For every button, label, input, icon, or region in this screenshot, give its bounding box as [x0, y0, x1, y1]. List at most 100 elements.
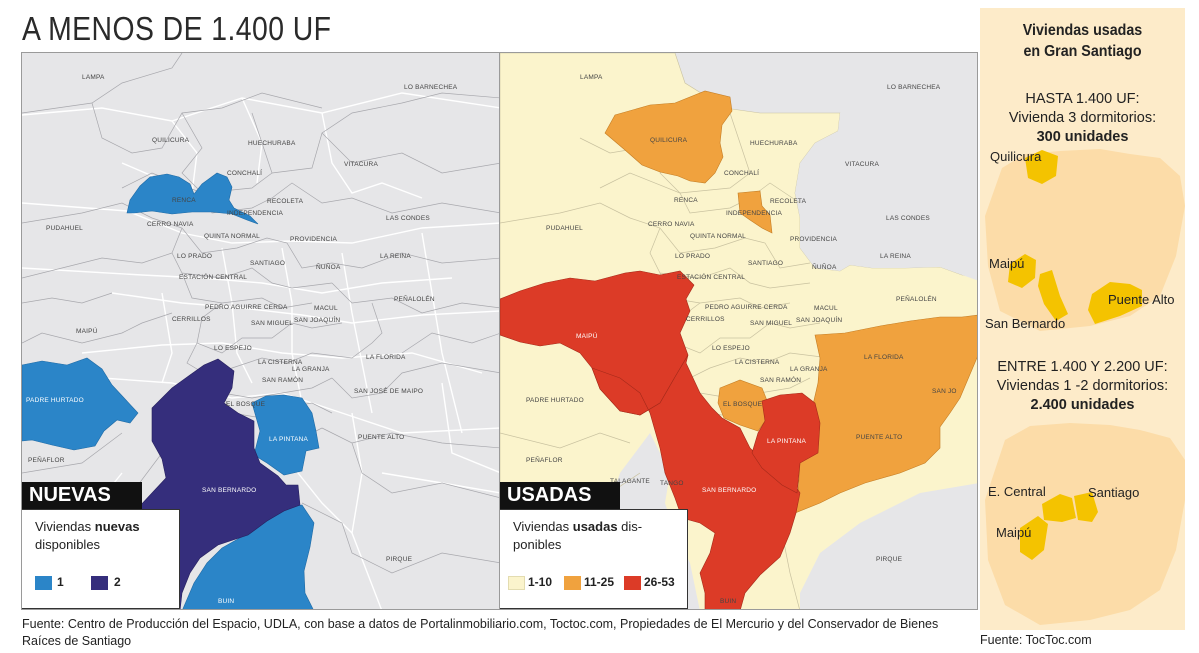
commune-label: CERRO NAVIA: [648, 221, 695, 228]
mini-map-label: Quilicura: [990, 149, 1042, 164]
legend-swatch-1-10: [508, 576, 525, 590]
legend-swatch-11-25: [564, 576, 581, 590]
commune-label: QUINTA NORMAL: [204, 233, 260, 240]
commune-label: LA PINTANA: [767, 438, 807, 445]
commune-label: LA GRANJA: [292, 366, 330, 373]
commune-label: LA REINA: [380, 253, 411, 260]
commune-label: HUECHURABA: [248, 140, 296, 147]
commune-label: TANGO: [660, 480, 684, 487]
commune-label: PEÑAFLOR: [28, 455, 65, 464]
commune-label: QUILICURA: [152, 137, 190, 144]
commune-label: LAMPA: [580, 74, 603, 81]
mini-map-label: Maipú: [996, 525, 1032, 540]
commune-label: LAMPA: [82, 74, 105, 81]
commune-label: LO PRADO: [177, 253, 212, 260]
commune-label: SAN JOSÉ DE MAIPO: [354, 386, 423, 395]
commune-label: SAN JOAQUÍN: [294, 315, 340, 324]
commune-label: VITACURA: [845, 161, 879, 168]
commune-label: HUECHURABA: [750, 140, 798, 147]
commune-label: CERRILLOS: [172, 316, 211, 323]
map-new-housing: LAMPA LO BARNECHEA QUILICURA HUECHURABA …: [21, 52, 500, 610]
commune-label: EL BOSQUE: [226, 401, 266, 408]
legend-label-2: 2: [114, 575, 121, 589]
commune-label: SAN RAMÓN: [262, 375, 303, 384]
commune-label: PEÑAFLOR: [526, 455, 563, 464]
commune-label: CONCHALÍ: [227, 168, 262, 177]
mini-map-label: San Bernardo: [985, 316, 1066, 331]
commune-label: INDEPENDENCIA: [726, 210, 783, 217]
commune-label: ÑUÑOA: [812, 262, 837, 271]
commune-label: LO PRADO: [675, 253, 710, 260]
map-used-housing: LAMPA LO BARNECHEA QUILICURA HUECHURABA …: [499, 52, 978, 610]
source-note: Fuente: Centro de Producción del Espacio…: [22, 617, 939, 648]
commune-label: RENCA: [172, 197, 196, 204]
mini-map-2: E. Central Santiago Maipú: [980, 420, 1185, 625]
commune-label: LAS CONDES: [886, 215, 930, 222]
commune-label: BUIN: [218, 598, 234, 605]
commune-label: EL BOSQUE: [723, 401, 763, 408]
legend-label-1-10: 1-10: [528, 575, 553, 589]
commune-label: RECOLETA: [770, 198, 807, 205]
commune-label: MACUL: [314, 305, 338, 312]
commune-label: LO ESPEJO: [214, 345, 252, 352]
commune-label: SANTIAGO: [250, 260, 285, 267]
commune-label: SANTIAGO: [748, 260, 783, 267]
commune-label: LA PINTANA: [269, 436, 309, 443]
commune-label: PIRQUE: [386, 556, 413, 563]
mini-map-1-svg: [985, 149, 1185, 331]
commune-label: PEÑALOLÉN: [896, 294, 937, 303]
mini-map-label: Puente Alto: [1108, 292, 1175, 307]
commune-label: ESTACIÓN CENTRAL: [179, 272, 247, 281]
commune-label: LA FLORIDA: [864, 354, 904, 361]
commune-label: CONCHALÍ: [724, 168, 759, 177]
commune-label: PUDAHUEL: [546, 225, 583, 232]
commune-label: SAN MIGUEL: [251, 320, 293, 327]
commune-label: PADRE HURTADO: [526, 397, 584, 404]
commune-label: PADRE HURTADO: [26, 397, 84, 404]
commune-label: QUINTA NORMAL: [690, 233, 746, 240]
legend-label-1: 1: [57, 575, 64, 589]
sidebar-source: Fuente: TocToc.com: [980, 633, 1092, 647]
commune-label: MAIPÚ: [576, 331, 598, 340]
commune-label: LO BARNECHEA: [887, 84, 941, 91]
commune-label: MACUL: [814, 305, 838, 312]
commune-label: CERRO NAVIA: [147, 221, 194, 228]
nuevas-tag: NUEVAS: [22, 482, 142, 509]
commune-label: PIRQUE: [876, 556, 903, 563]
page-title: A MENOS DE 1.400 UF: [22, 10, 332, 47]
commune-label: LA CISTERNA: [258, 359, 303, 366]
usadas-tag: USADAS: [500, 482, 620, 509]
commune-label: RECOLETA: [267, 198, 304, 205]
commune-label: CERRILLOS: [686, 316, 725, 323]
legend-label-11-25: 11-25: [584, 575, 615, 589]
legend-used-housing: Viviendas usadas dis-ponibles 1-10 11-25…: [500, 509, 688, 609]
commune-label: PROVIDENCIA: [290, 236, 337, 243]
commune-label: SAN JOAQUÍN: [796, 315, 842, 324]
commune-label: PEDRO AGUIRRE CERDA: [705, 304, 788, 311]
commune-label: RENCA: [674, 197, 698, 204]
commune-label: PEDRO AGUIRRE CERDA: [205, 304, 288, 311]
mini-map-1: Quilicura Maipú San Bernardo Puente Alto: [980, 146, 1185, 341]
commune-label: LO BARNECHEA: [404, 84, 458, 91]
commune-label: LA GRANJA: [790, 366, 828, 373]
commune-label: SAN BERNARDO: [202, 487, 256, 494]
commune-label: PROVIDENCIA: [790, 236, 837, 243]
commune-label: INDEPENDENCIA: [227, 210, 284, 217]
commune-label: ESTACIÓN CENTRAL: [677, 272, 745, 281]
commune-label: MAIPÚ: [76, 326, 98, 335]
legend-new-housing: Viviendas nuevas disponibles 1 2: [22, 509, 180, 609]
commune-label: SAN MIGUEL: [750, 320, 792, 327]
legend-label-26-53: 26-53: [644, 575, 675, 589]
commune-label: ÑUÑOA: [316, 262, 341, 271]
commune-label: LA REINA: [880, 253, 911, 260]
legend-swatch-2: [91, 576, 108, 590]
sidebar-block-2: ENTRE 1.400 Y 2.200 UF: Viviendas 1 -2 d…: [996, 359, 1169, 413]
commune-label: TALAGANTE: [610, 478, 650, 485]
mini-map-label: Santiago: [1088, 485, 1140, 500]
legend-title: Viviendas usadas dis-ponibles: [513, 519, 643, 552]
commune-label: SAN RAMÓN: [760, 375, 801, 384]
commune-label: PUDAHUEL: [46, 225, 83, 232]
commune-label: SAN JO: [932, 388, 957, 395]
commune-label: VITACURA: [344, 161, 378, 168]
legend-swatch-1: [35, 576, 52, 590]
